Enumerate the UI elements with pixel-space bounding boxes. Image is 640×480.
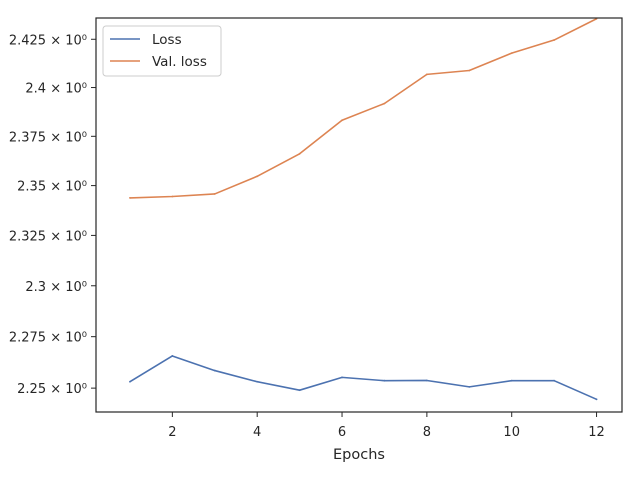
data-point-loss bbox=[256, 380, 259, 383]
data-point-val-loss bbox=[298, 152, 301, 155]
data-point-val-loss bbox=[425, 73, 428, 76]
legend-label-val-loss: Val. loss bbox=[152, 54, 207, 70]
data-point-val-loss bbox=[341, 119, 343, 122]
data-point-loss bbox=[383, 379, 386, 382]
y-tick-label: 2.275 × 10⁰ bbox=[9, 331, 87, 346]
data-point-loss bbox=[213, 369, 216, 372]
legend: Loss Val. loss bbox=[102, 25, 222, 77]
y-tick-label: 2.425 × 10⁰ bbox=[9, 33, 87, 48]
legend-label-loss: Loss bbox=[152, 32, 182, 48]
data-point-val-loss bbox=[468, 69, 471, 72]
data-point-loss bbox=[553, 379, 556, 382]
series-lines bbox=[129, 17, 598, 401]
y-tick-label: 2.375 × 10⁰ bbox=[9, 130, 87, 145]
y-tick-label: 2.35 × 10⁰ bbox=[17, 180, 87, 195]
data-point-loss bbox=[595, 398, 598, 401]
data-point-loss bbox=[341, 376, 343, 379]
x-axis: 2 4 6 8 10 12 bbox=[168, 412, 605, 440]
plot-frame bbox=[95, 17, 623, 413]
data-point-val-loss bbox=[383, 102, 386, 105]
data-point-val-loss bbox=[510, 52, 513, 55]
x-tick-label: 10 bbox=[503, 425, 520, 440]
y-tick-label: 2.25 × 10⁰ bbox=[17, 382, 87, 397]
x-tick-label: 4 bbox=[253, 425, 261, 440]
data-point-loss bbox=[425, 379, 428, 382]
y-tick-label: 2.3 × 10⁰ bbox=[25, 280, 87, 295]
data-point-loss bbox=[298, 389, 301, 392]
x-axis-label: Epochs bbox=[333, 447, 385, 463]
data-point-val-loss bbox=[171, 195, 174, 198]
data-point-val-loss bbox=[129, 197, 131, 199]
series-line-val-loss bbox=[129, 18, 597, 199]
data-point-loss bbox=[468, 385, 471, 388]
x-tick-label: 12 bbox=[588, 425, 605, 440]
data-point-loss bbox=[129, 380, 131, 383]
data-point-val-loss bbox=[213, 193, 216, 195]
data-point-loss bbox=[171, 355, 174, 357]
data-point-val-loss bbox=[256, 175, 259, 178]
y-tick-label: 2.325 × 10⁰ bbox=[9, 229, 87, 244]
data-point-val-loss bbox=[553, 39, 556, 41]
data-point-loss bbox=[510, 379, 513, 382]
series-line-loss bbox=[129, 355, 597, 401]
x-tick-label: 8 bbox=[423, 425, 431, 440]
y-tick-label: 2.4 × 10⁰ bbox=[25, 82, 87, 97]
y-axis: 2.25 × 10⁰ 2.275 × 10⁰ 2.3 × 10⁰ 2.325 × 10… bbox=[9, 33, 96, 397]
x-tick-label: 2 bbox=[168, 425, 176, 440]
x-tick-label: 6 bbox=[338, 425, 346, 440]
